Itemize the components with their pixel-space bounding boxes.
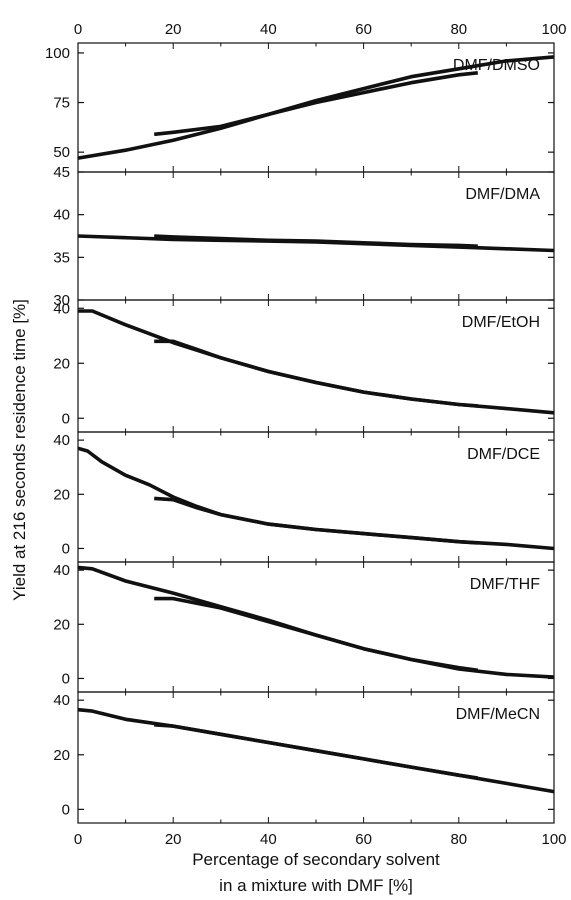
panel-dmf-etoh: 0 20 40 DMF/EtOH bbox=[53, 299, 555, 433]
x-tick-label-top: 0 bbox=[74, 21, 82, 38]
x-axis-title-line-1: Percentage of secondary solvent bbox=[192, 850, 440, 869]
x-tick-label: 100 bbox=[541, 831, 566, 848]
y-tick-label: 0 bbox=[62, 670, 70, 687]
x-tick-label: 80 bbox=[450, 831, 467, 848]
y-axis-title: Yield at 216 seconds residence time [%] bbox=[10, 299, 29, 601]
y-tick-label: 0 bbox=[62, 540, 70, 557]
y-tick-label: 40 bbox=[53, 692, 70, 709]
panel-label: DMF/DMA bbox=[465, 186, 540, 203]
x-tick-label-top: 100 bbox=[541, 21, 566, 38]
y-tick-label: 100 bbox=[45, 45, 70, 62]
y-tick-label: 20 bbox=[53, 355, 70, 372]
series-line-2 bbox=[154, 339, 478, 408]
panel-label: DMF/DCE bbox=[467, 446, 540, 463]
y-tick-label: 35 bbox=[53, 249, 70, 266]
y-tick-label: 30 bbox=[53, 292, 70, 309]
series-line-1 bbox=[77, 446, 555, 551]
series-line-2 bbox=[154, 723, 479, 780]
x-tick-label: 20 bbox=[165, 831, 182, 848]
x-tick-label: 60 bbox=[355, 831, 372, 848]
panel-dmf-dma: 30 35 40 45 DMF/DMA bbox=[53, 164, 555, 309]
y-tick-label: 40 bbox=[53, 300, 70, 317]
bottom-x-axis: 0 20 40 60 80 100 bbox=[74, 831, 567, 848]
series-line-1 bbox=[77, 234, 555, 253]
x-tick-label-top: 40 bbox=[260, 21, 277, 38]
y-tick-label: 40 bbox=[53, 562, 70, 579]
y-tick-label: 0 bbox=[62, 801, 70, 818]
y-tick-label: 40 bbox=[53, 207, 70, 224]
y-tick-label: 20 bbox=[53, 747, 70, 764]
series-line-2 bbox=[154, 234, 478, 248]
y-tick-label: 20 bbox=[53, 486, 70, 503]
x-tick-label-top: 80 bbox=[450, 21, 467, 38]
x-tick-label: 40 bbox=[260, 831, 277, 848]
x-tick-label-top: 20 bbox=[165, 21, 182, 38]
panel-dmf-mecn: 0 20 40 DMF/MeCN bbox=[53, 691, 555, 824]
panel-label: DMF/EtOH bbox=[462, 314, 540, 331]
y-tick-label: 40 bbox=[53, 432, 70, 449]
y-tick-label: 0 bbox=[62, 410, 70, 427]
chart-panels: 5075100DMF/DMSO30354045DMF/DMA02040DMF/E… bbox=[45, 42, 555, 824]
panel-label: DMF/THF bbox=[470, 576, 540, 593]
x-tick-label-top: 60 bbox=[355, 21, 372, 38]
y-tick-label: 75 bbox=[53, 95, 70, 112]
x-axis-title-line-2: in a mixture with DMF [%] bbox=[219, 876, 413, 895]
series-line-2 bbox=[154, 496, 478, 545]
top-x-axis: 0 20 40 60 80 100 bbox=[74, 21, 567, 38]
x-tick-label: 0 bbox=[74, 831, 82, 848]
y-tick-label: 50 bbox=[53, 144, 70, 161]
series-line-2 bbox=[154, 71, 478, 137]
y-tick-label: 45 bbox=[53, 164, 70, 181]
panel-dmf-dce: 0 20 40 DMF/DCE bbox=[53, 431, 555, 563]
y-tick-label: 20 bbox=[53, 616, 70, 633]
series-line-2 bbox=[154, 596, 479, 673]
panel-dmf-thf: 0 20 40 DMF/THF bbox=[53, 561, 555, 693]
series-line-1 bbox=[77, 55, 555, 160]
panel-label: DMF/MeCN bbox=[456, 706, 540, 723]
